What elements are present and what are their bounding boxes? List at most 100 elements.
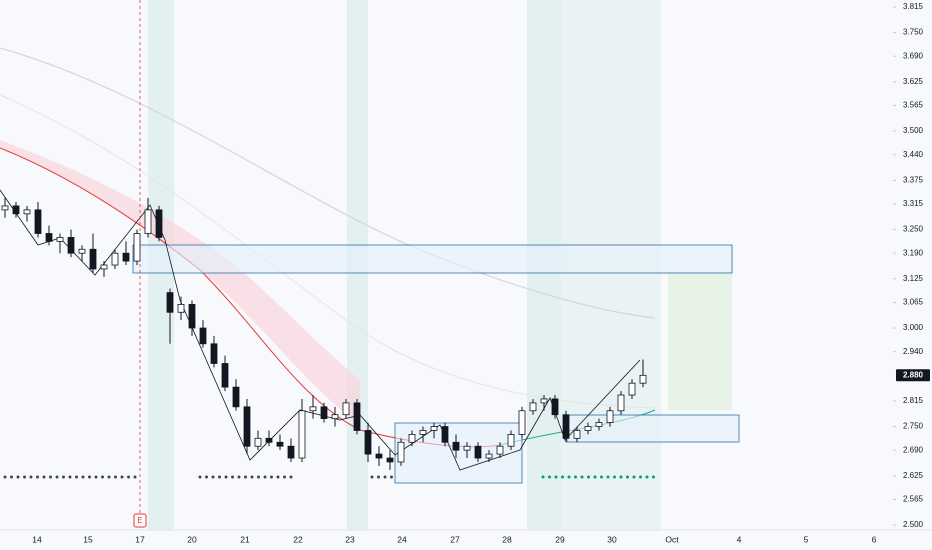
dot — [567, 475, 571, 479]
candle-body — [595, 422, 603, 427]
dot — [3, 475, 7, 479]
earnings-label: E — [137, 516, 142, 525]
dot — [606, 475, 610, 479]
candle-body — [89, 248, 97, 270]
candle-body — [562, 414, 570, 439]
price-axis — [893, 0, 932, 530]
candle-body — [298, 410, 306, 459]
candle-body — [166, 292, 174, 313]
dot — [55, 475, 59, 479]
dot — [16, 475, 20, 479]
dot — [62, 475, 65, 479]
zone — [566, 414, 740, 443]
x-tick-label: 17 — [135, 534, 145, 544]
candle-body — [518, 410, 526, 435]
last-price-label: 2.880 — [903, 370, 924, 379]
y-tick-label: 3.750 — [903, 28, 924, 37]
dot — [133, 475, 137, 479]
candle-body — [628, 382, 636, 396]
x-tick-label: 21 — [240, 534, 250, 544]
candle-body — [540, 398, 548, 404]
candle-body — [419, 430, 427, 435]
y-tick-label: 3.315 — [903, 199, 924, 208]
dot — [276, 475, 280, 479]
dot — [237, 475, 241, 479]
dot — [205, 475, 208, 479]
earnings-badge — [133, 513, 147, 528]
dot — [10, 475, 13, 479]
dot — [383, 475, 387, 479]
dot — [88, 475, 91, 479]
y-tick-label: 2.565 — [903, 495, 924, 504]
dot — [218, 475, 221, 479]
y-tick-label: 2.690 — [903, 445, 924, 454]
dot — [211, 475, 215, 479]
x-tick-label: 29 — [555, 534, 565, 544]
candle-body — [309, 406, 317, 412]
dot — [114, 475, 117, 479]
candle-body — [617, 394, 625, 412]
dot — [600, 475, 603, 479]
dot — [127, 475, 130, 479]
x-tick-label: 14 — [32, 534, 42, 544]
dot — [626, 475, 629, 479]
candle-body — [1, 205, 9, 211]
y-tick-label: 3.000 — [903, 323, 924, 332]
x-tick-label: 4 — [737, 534, 742, 544]
candle-body — [56, 237, 64, 242]
candle-body — [243, 406, 251, 447]
dot — [548, 475, 551, 479]
dot — [23, 475, 26, 479]
dot — [198, 475, 202, 479]
x-tick-label: 20 — [187, 534, 197, 544]
candle-body — [12, 205, 20, 215]
x-tick-label: 24 — [397, 534, 407, 544]
candle-body — [188, 304, 196, 329]
dot — [107, 475, 111, 479]
dot — [120, 475, 124, 479]
candle-body — [67, 237, 75, 254]
y-tick-label: 2.500 — [903, 520, 924, 529]
candle-body — [507, 433, 515, 447]
candle-body — [232, 386, 240, 408]
y-tick-label: 3.125 — [903, 274, 924, 283]
dot — [250, 475, 254, 479]
candle-body — [265, 437, 273, 443]
dot — [270, 475, 273, 479]
y-tick-label: 3.690 — [903, 51, 924, 60]
candle-body — [177, 304, 185, 313]
dot — [639, 475, 642, 479]
candle-body — [452, 441, 460, 451]
candle-body — [551, 398, 559, 416]
candles — [1, 198, 647, 470]
candle-body — [463, 445, 471, 451]
candle-body — [199, 327, 207, 345]
dot — [289, 475, 293, 479]
zigzag — [0, 189, 641, 471]
candle-body — [276, 441, 284, 447]
candle-body — [100, 264, 108, 270]
x-tick-label: 15 — [83, 534, 93, 544]
dot — [652, 475, 655, 479]
last-price-box — [896, 369, 930, 382]
candle-body — [474, 445, 482, 459]
axis: 3.815 3.750 3.690 3.625 3.565 3.500 3.440 3.375… — [32, 2, 930, 544]
cloud — [0, 140, 360, 425]
candle-body — [529, 402, 537, 412]
x-tick-label: Oct — [665, 534, 679, 544]
dot — [370, 475, 374, 479]
dot — [554, 475, 558, 479]
y-tick-label: 3.815 — [903, 2, 924, 11]
candle-body — [441, 426, 449, 443]
candle-body — [287, 445, 295, 459]
dot — [29, 475, 33, 479]
x-tick-label: 23 — [345, 534, 355, 544]
dot — [42, 475, 46, 479]
y-tick-label: 3.500 — [903, 126, 924, 135]
y-tick-label: 2.750 — [903, 422, 924, 431]
candle-body — [331, 414, 339, 420]
dot — [231, 475, 234, 479]
dot — [94, 475, 98, 479]
x-tick-label: 5 — [804, 534, 809, 544]
dot — [613, 475, 616, 479]
